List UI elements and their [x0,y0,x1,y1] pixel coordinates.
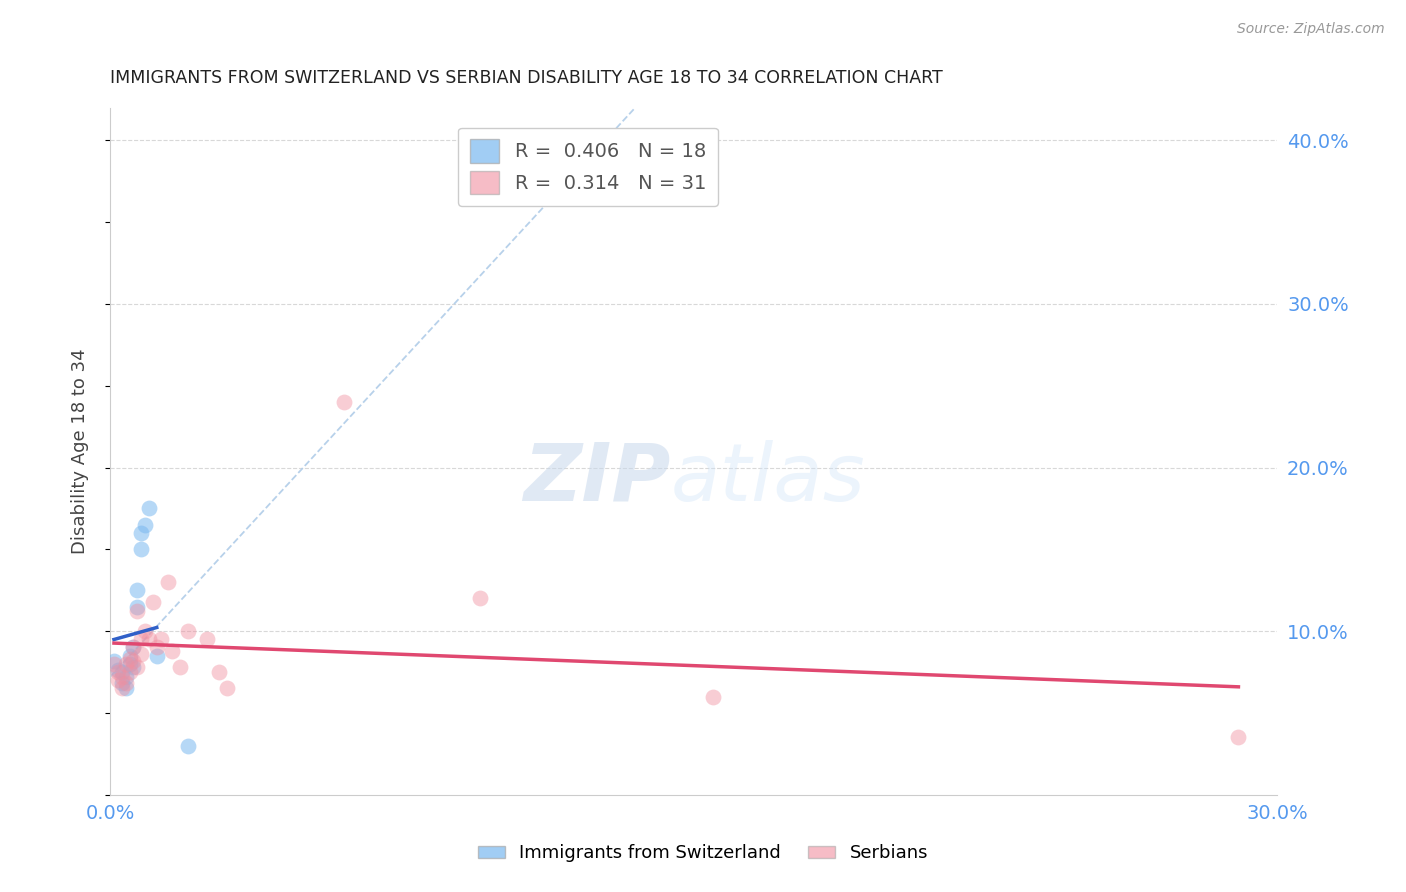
Point [118,657,141,671]
Point [129,647,152,661]
Point [122,640,145,655]
Point [138,501,160,516]
Point [138,632,160,647]
Point [118,665,141,679]
Point [111,670,134,684]
Point [134,517,156,532]
Text: Source: ZipAtlas.com: Source: ZipAtlas.com [1237,22,1385,37]
Point [114,681,136,696]
Point [208,665,231,679]
Text: atlas: atlas [671,440,865,517]
Point [177,739,200,753]
Point [107,673,129,688]
Point [122,640,145,655]
Point [127,599,149,614]
Point [107,664,129,678]
Point [145,648,167,663]
Point [114,676,136,690]
Point [177,624,200,639]
Point [111,681,134,696]
Point [134,624,156,639]
Point [332,395,354,409]
Point [111,676,134,690]
Text: IMMIGRANTS FROM SWITZERLAND VS SERBIAN DISABILITY AGE 18 TO 34 CORRELATION CHART: IMMIGRANTS FROM SWITZERLAND VS SERBIAN D… [110,69,943,87]
Point [118,648,141,663]
Point [114,670,136,684]
Point [1227,731,1250,745]
Point [142,595,165,609]
Point [215,681,238,696]
Point [169,660,191,674]
Point [103,654,125,668]
Point [127,605,149,619]
Point [468,591,491,606]
Y-axis label: Disability Age 18 to 34: Disability Age 18 to 34 [72,349,89,554]
Point [114,657,136,671]
Text: ZIP: ZIP [523,440,671,517]
Point [118,652,141,666]
Point [145,640,167,655]
Legend: Immigrants from Switzerland, Serbians: Immigrants from Switzerland, Serbians [471,838,935,870]
Point [129,632,152,647]
Point [149,632,172,647]
Point [107,665,129,679]
Point [122,654,145,668]
Point [127,660,149,674]
Point [127,583,149,598]
Point [702,690,724,704]
Point [157,575,180,590]
Point [195,632,218,647]
Point [162,644,184,658]
Legend: R =  0.406   N = 18, R =  0.314   N = 31: R = 0.406 N = 18, R = 0.314 N = 31 [458,128,717,206]
Point [111,665,134,679]
Point [122,660,145,674]
Point [129,542,152,557]
Point [129,525,152,540]
Point [103,657,125,671]
